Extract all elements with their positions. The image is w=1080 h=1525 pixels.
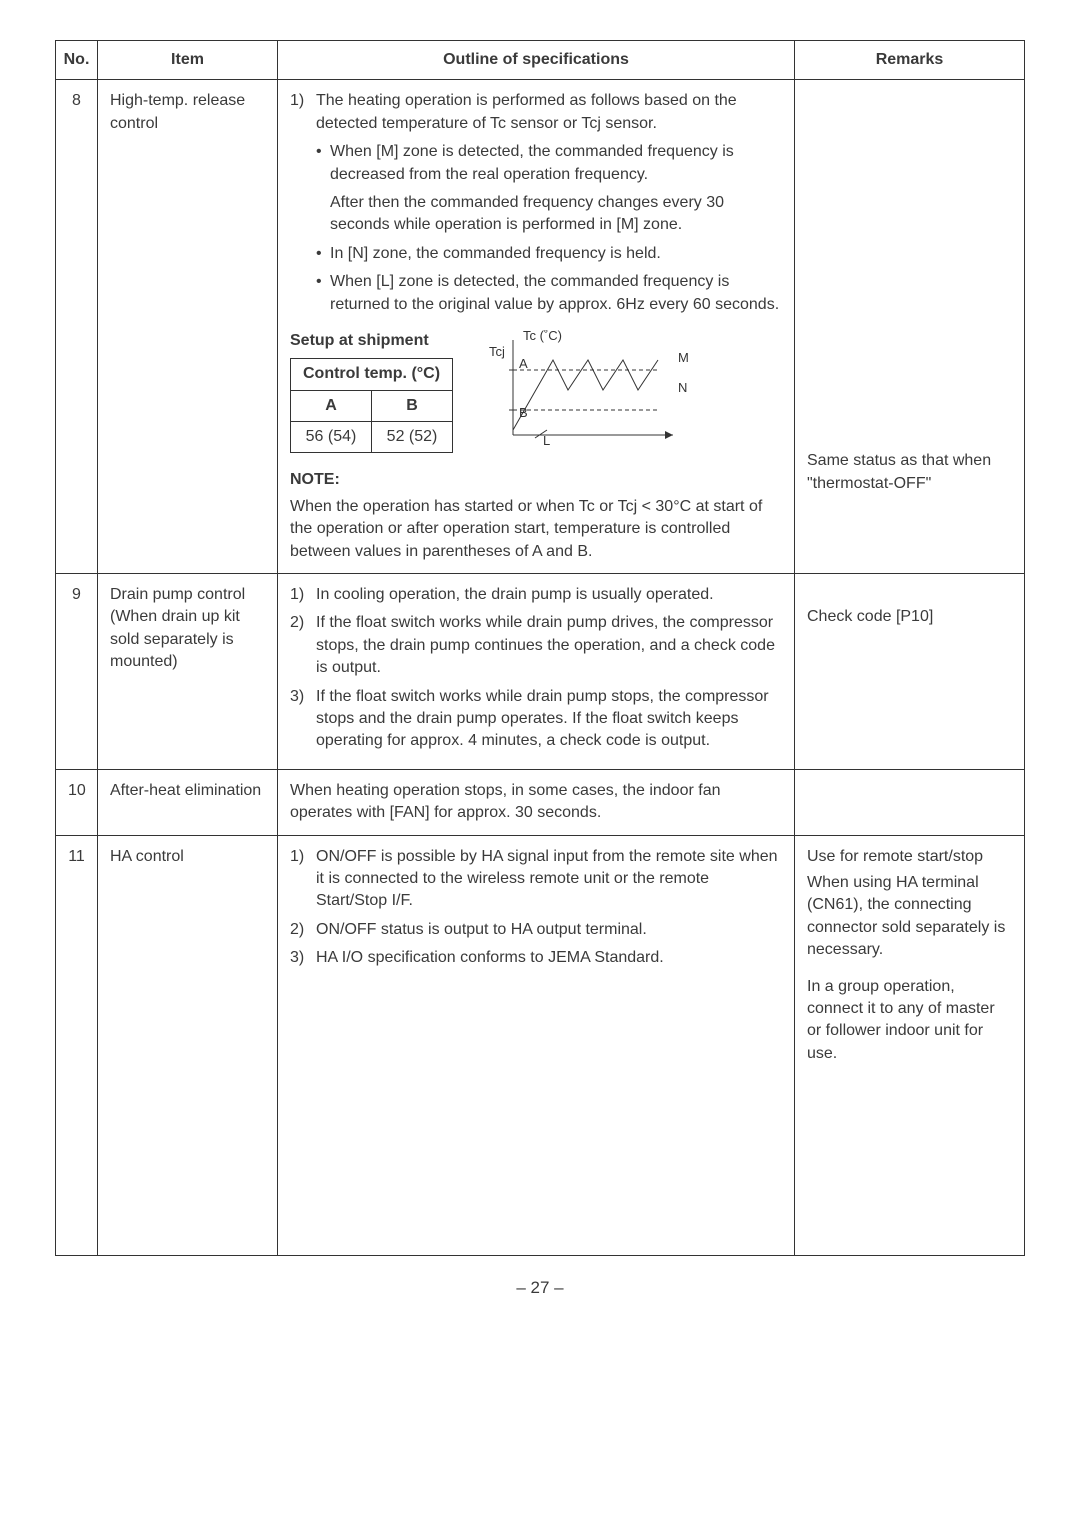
spec-bullet: After then the commanded frequency chang…	[330, 194, 724, 233]
cell-spec: 1)ON/OFF is possible by HA signal input …	[278, 835, 795, 1255]
svg-text:L: L	[543, 433, 550, 448]
cell-no: 11	[56, 835, 98, 1255]
cell-remarks: Same status as that when "thermostat-OFF…	[795, 80, 1025, 574]
note-body: When the operation has started or when T…	[290, 496, 782, 563]
control-temp-table: Control temp. (°C) A B 56 (54) 52 (52)	[290, 358, 453, 453]
svg-text:Tcj: Tcj	[489, 344, 505, 359]
col-remarks: Remarks	[795, 41, 1025, 80]
spec-table: No. Item Outline of specifications Remar…	[55, 40, 1025, 1256]
spec-bullet: When [L] zone is detected, the commanded…	[330, 271, 782, 316]
spec-bullet: In [N] zone, the commanded frequency is …	[330, 243, 661, 265]
ctrl-col-a: A	[291, 390, 372, 421]
table-row: 8 High-temp. release control 1)The heati…	[56, 80, 1025, 574]
remarks-text: Check code [P10]	[807, 608, 933, 625]
svg-text:Tc (˚C): Tc (˚C)	[523, 330, 562, 343]
cell-spec: When heating operation stops, in some ca…	[278, 769, 795, 835]
cell-item: HA control	[98, 835, 278, 1255]
cell-item: After-heat elimination	[98, 769, 278, 835]
spec-bullet: ON/OFF is possible by HA signal input fr…	[316, 846, 782, 913]
table-header-row: No. Item Outline of specifications Remar…	[56, 41, 1025, 80]
cell-item: Drain pump control (When drain up kit so…	[98, 574, 278, 770]
cell-no: 9	[56, 574, 98, 770]
cell-remarks: Check code [P10]	[795, 574, 1025, 770]
spec-bullet: ON/OFF status is output to HA output ter…	[316, 919, 647, 941]
spec-bullet: In cooling operation, the drain pump is …	[316, 584, 714, 606]
table-row: 11 HA control 1)ON/OFF is possible by HA…	[56, 835, 1025, 1255]
cell-spec: 1)The heating operation is performed as …	[278, 80, 795, 574]
zone-graph: Tc (˚C) Tcj A B M N L	[473, 330, 693, 450]
spec-lead: The heating operation is performed as fo…	[316, 90, 782, 135]
cell-item: High-temp. release control	[98, 80, 278, 574]
col-no: No.	[56, 41, 98, 80]
setup-title: Setup at shipment	[290, 330, 453, 352]
note-title: NOTE:	[290, 469, 782, 491]
remarks-text: When using HA terminal (CN61), the conne…	[807, 872, 1012, 962]
ctrl-val-a: 56 (54)	[291, 422, 372, 453]
table-row: 10 After-heat elimination When heating o…	[56, 769, 1025, 835]
cell-no: 8	[56, 80, 98, 574]
table-row: 9 Drain pump control (When drain up kit …	[56, 574, 1025, 770]
col-spec: Outline of specifications	[278, 41, 795, 80]
remarks-text: Use for remote start/stop	[807, 846, 1012, 868]
cell-no: 10	[56, 769, 98, 835]
cell-remarks	[795, 769, 1025, 835]
col-item: Item	[98, 41, 278, 80]
cell-spec: 1)In cooling operation, the drain pump i…	[278, 574, 795, 770]
spec-bullet: When [M] zone is detected, the commanded…	[330, 141, 782, 186]
spec-bullet: If the float switch works while drain pu…	[316, 612, 782, 679]
svg-text:M: M	[678, 350, 689, 365]
svg-text:A: A	[519, 356, 528, 371]
ctrl-val-b: 52 (52)	[372, 422, 453, 453]
svg-text:N: N	[678, 380, 687, 395]
spec-bullet: HA I/O specification conforms to JEMA St…	[316, 947, 664, 969]
page-number: – 27 –	[55, 1278, 1025, 1298]
ctrl-col-b: B	[372, 390, 453, 421]
cell-remarks: Use for remote start/stop When using HA …	[795, 835, 1025, 1255]
remarks-text: Same status as that when "thermostat-OFF…	[807, 452, 991, 491]
svg-text:B: B	[519, 405, 528, 420]
ctrl-header: Control temp. (°C)	[291, 359, 453, 390]
spec-bullet: If the float switch works while drain pu…	[316, 686, 782, 753]
remarks-text: In a group operation, connect it to any …	[807, 976, 1012, 1066]
